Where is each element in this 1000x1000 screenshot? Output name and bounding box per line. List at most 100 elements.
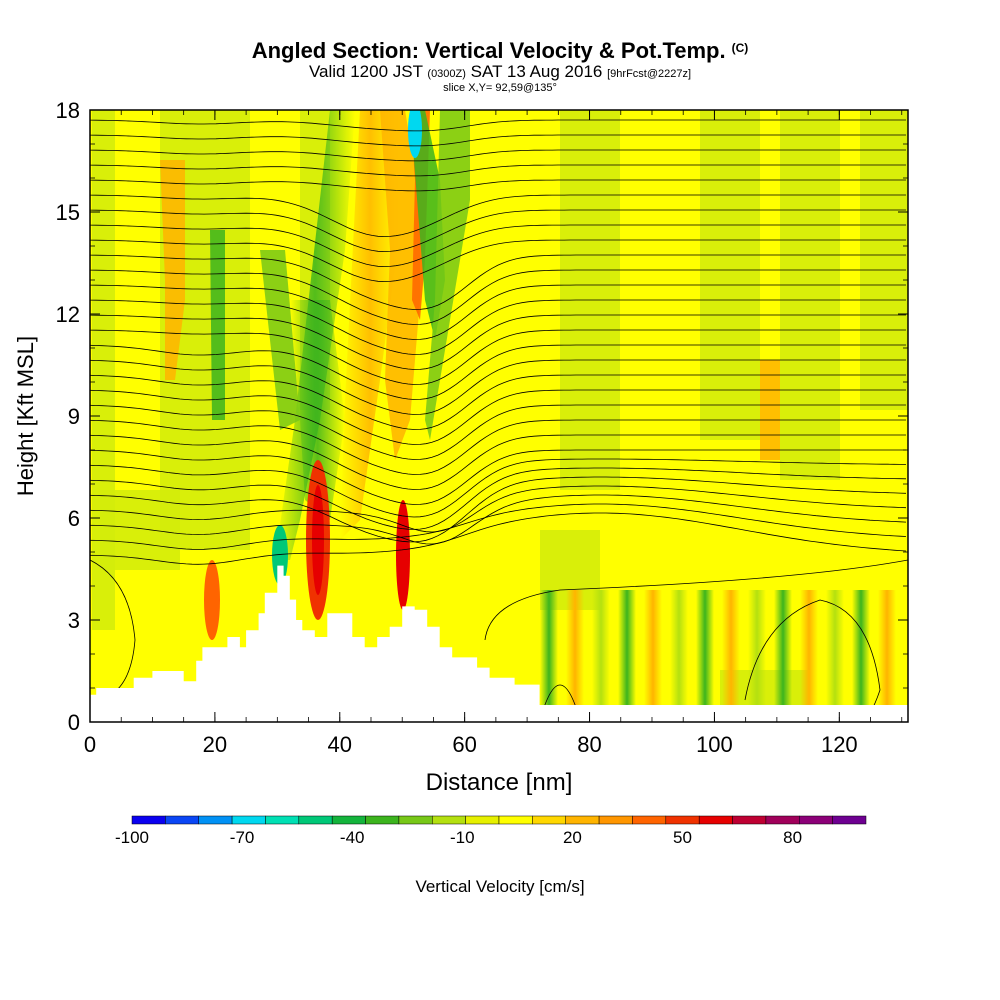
colorbar-swatch-19 [765, 815, 800, 825]
x-tick-label: 60 [452, 732, 476, 757]
y-tick-label: 0 [68, 710, 80, 735]
colorbar-swatch-9 [432, 815, 466, 825]
chart-subtitle: Valid 1200 JST (0300Z) SAT 13 Aug 2016 [… [308, 62, 692, 81]
low-level-cell-4 [644, 590, 662, 710]
colorbar-tick-label: 80 [783, 828, 802, 847]
theta-contour-15 [90, 344, 906, 400]
x-tick-label: 40 [328, 732, 352, 757]
colorbar-swatch-11 [498, 815, 533, 825]
theta-contour-10 [90, 269, 906, 325]
colorbar-swatch-5 [298, 815, 333, 825]
velocity-streak-5 [425, 110, 470, 440]
velocity-streak-8 [210, 230, 225, 420]
colorbar-swatch-6 [331, 815, 366, 825]
low-level-cell-9 [774, 590, 792, 710]
colorbar-swatch-13 [565, 815, 600, 825]
theta-contour-11 [90, 284, 906, 340]
updraft-core-2 [396, 500, 410, 610]
theta-contour-23 [90, 458, 906, 518]
theta-contour-1 [90, 134, 906, 147]
y-tick-label: 9 [68, 404, 80, 429]
lime-region-9 [100, 490, 180, 570]
colorbar-swatch-2 [198, 815, 233, 825]
updraft-core-3 [204, 560, 220, 640]
theta-contour-5 [90, 194, 906, 238]
colorbar-swatch-8 [398, 815, 433, 825]
theta-contour-8 [90, 239, 906, 283]
velocity-streak-7 [160, 160, 185, 380]
x-tick-label: 20 [203, 732, 227, 757]
low-level-cell-10 [800, 590, 818, 710]
theta-contour-7 [90, 224, 906, 268]
velocity-streak-2 [380, 110, 420, 460]
low-level-cell-0 [540, 590, 558, 710]
x-tick-label: 100 [696, 732, 733, 757]
colorbar-swatch-1 [165, 815, 199, 825]
theta-contour-3 [90, 164, 906, 177]
colorbar-swatch-7 [365, 815, 400, 825]
y-tick-label: 15 [56, 200, 80, 225]
theta-contour-22 [90, 449, 906, 505]
y-tick-label: 12 [56, 302, 80, 327]
theta-contour-19 [90, 404, 906, 460]
theta-contour-29 [90, 512, 907, 565]
updraft-core-1-inner [312, 485, 324, 595]
low-level-cell-7 [722, 590, 740, 710]
theta-contour-24 [90, 467, 907, 530]
low-level-cell-12 [852, 590, 870, 710]
velocity-streak-9 [260, 250, 300, 430]
x-tick-label: 80 [577, 732, 601, 757]
velocity-streak-1 [340, 110, 400, 540]
chart-slice-info: slice X,Y= 92,59@135° [443, 82, 557, 94]
theta-contour-14 [90, 329, 906, 385]
lime-region-4 [700, 110, 760, 440]
theta-contour-18 [90, 389, 906, 445]
theta-contour-9 [90, 254, 906, 310]
theta-contour-27 [90, 494, 907, 545]
theta-contour-12 [90, 299, 906, 355]
colorbar-tick-label: -70 [230, 828, 255, 847]
colorbar-swatch-3 [231, 815, 266, 825]
colorbar-swatch-15 [632, 815, 667, 825]
colorbar-swatch-10 [465, 815, 500, 825]
colorbar-label: Vertical Velocity [cm/s] [415, 877, 585, 896]
theta-contour-28 [90, 503, 907, 550]
theta-contour-0 [90, 119, 906, 132]
y-tick-label: 6 [68, 506, 80, 531]
theta-contour-16 [90, 359, 906, 415]
colorbar-swatch-17 [698, 815, 733, 825]
theta-contour-26 [90, 485, 907, 533]
low-level-cell-1 [566, 590, 584, 710]
theta-contour-2 [90, 149, 906, 162]
colorbar-tick-label: -100 [115, 828, 149, 847]
y-tick-label: 3 [68, 608, 80, 633]
colorbar-tick-label: 50 [673, 828, 692, 847]
x-tick-label: 120 [821, 732, 858, 757]
x-axis-label: Distance [nm] [426, 769, 573, 796]
colorbar-swatch-18 [732, 815, 767, 825]
low-level-cell-8 [748, 590, 766, 710]
theta-contour-20 [90, 419, 906, 475]
colorbar-swatch-4 [265, 815, 300, 825]
colorbar-swatch-20 [799, 815, 833, 825]
theta-contour-6 [90, 209, 906, 253]
y-axis-label: Height [Kft MSL] [13, 336, 38, 496]
chart-title: Angled Section: Vertical Velocity & Pot.… [251, 38, 749, 63]
low-level-cell-11 [826, 590, 844, 710]
low-level-cell-5 [670, 590, 688, 710]
lime-region-6 [860, 110, 908, 410]
low-level-cell-6 [696, 590, 714, 710]
theta-contour-17 [90, 374, 906, 430]
colorbar-swatch-21 [832, 815, 867, 825]
colorbar-swatch-14 [598, 815, 633, 825]
colorbar-tick-label: 20 [563, 828, 582, 847]
theta-contour-13 [90, 314, 906, 370]
colorbar-swatch-16 [665, 815, 700, 825]
y-tick-label: 18 [56, 98, 80, 123]
colorbar-swatch-12 [532, 815, 566, 825]
low-level-cell-3 [618, 590, 636, 710]
theta-contour-25 [90, 476, 907, 543]
lime-region-5 [780, 110, 840, 480]
low-level-cell-13 [878, 590, 896, 710]
